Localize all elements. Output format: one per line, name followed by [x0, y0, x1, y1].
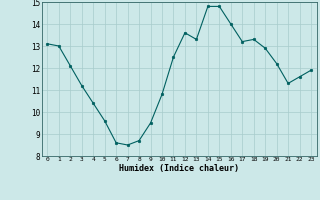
X-axis label: Humidex (Indice chaleur): Humidex (Indice chaleur)	[119, 164, 239, 173]
